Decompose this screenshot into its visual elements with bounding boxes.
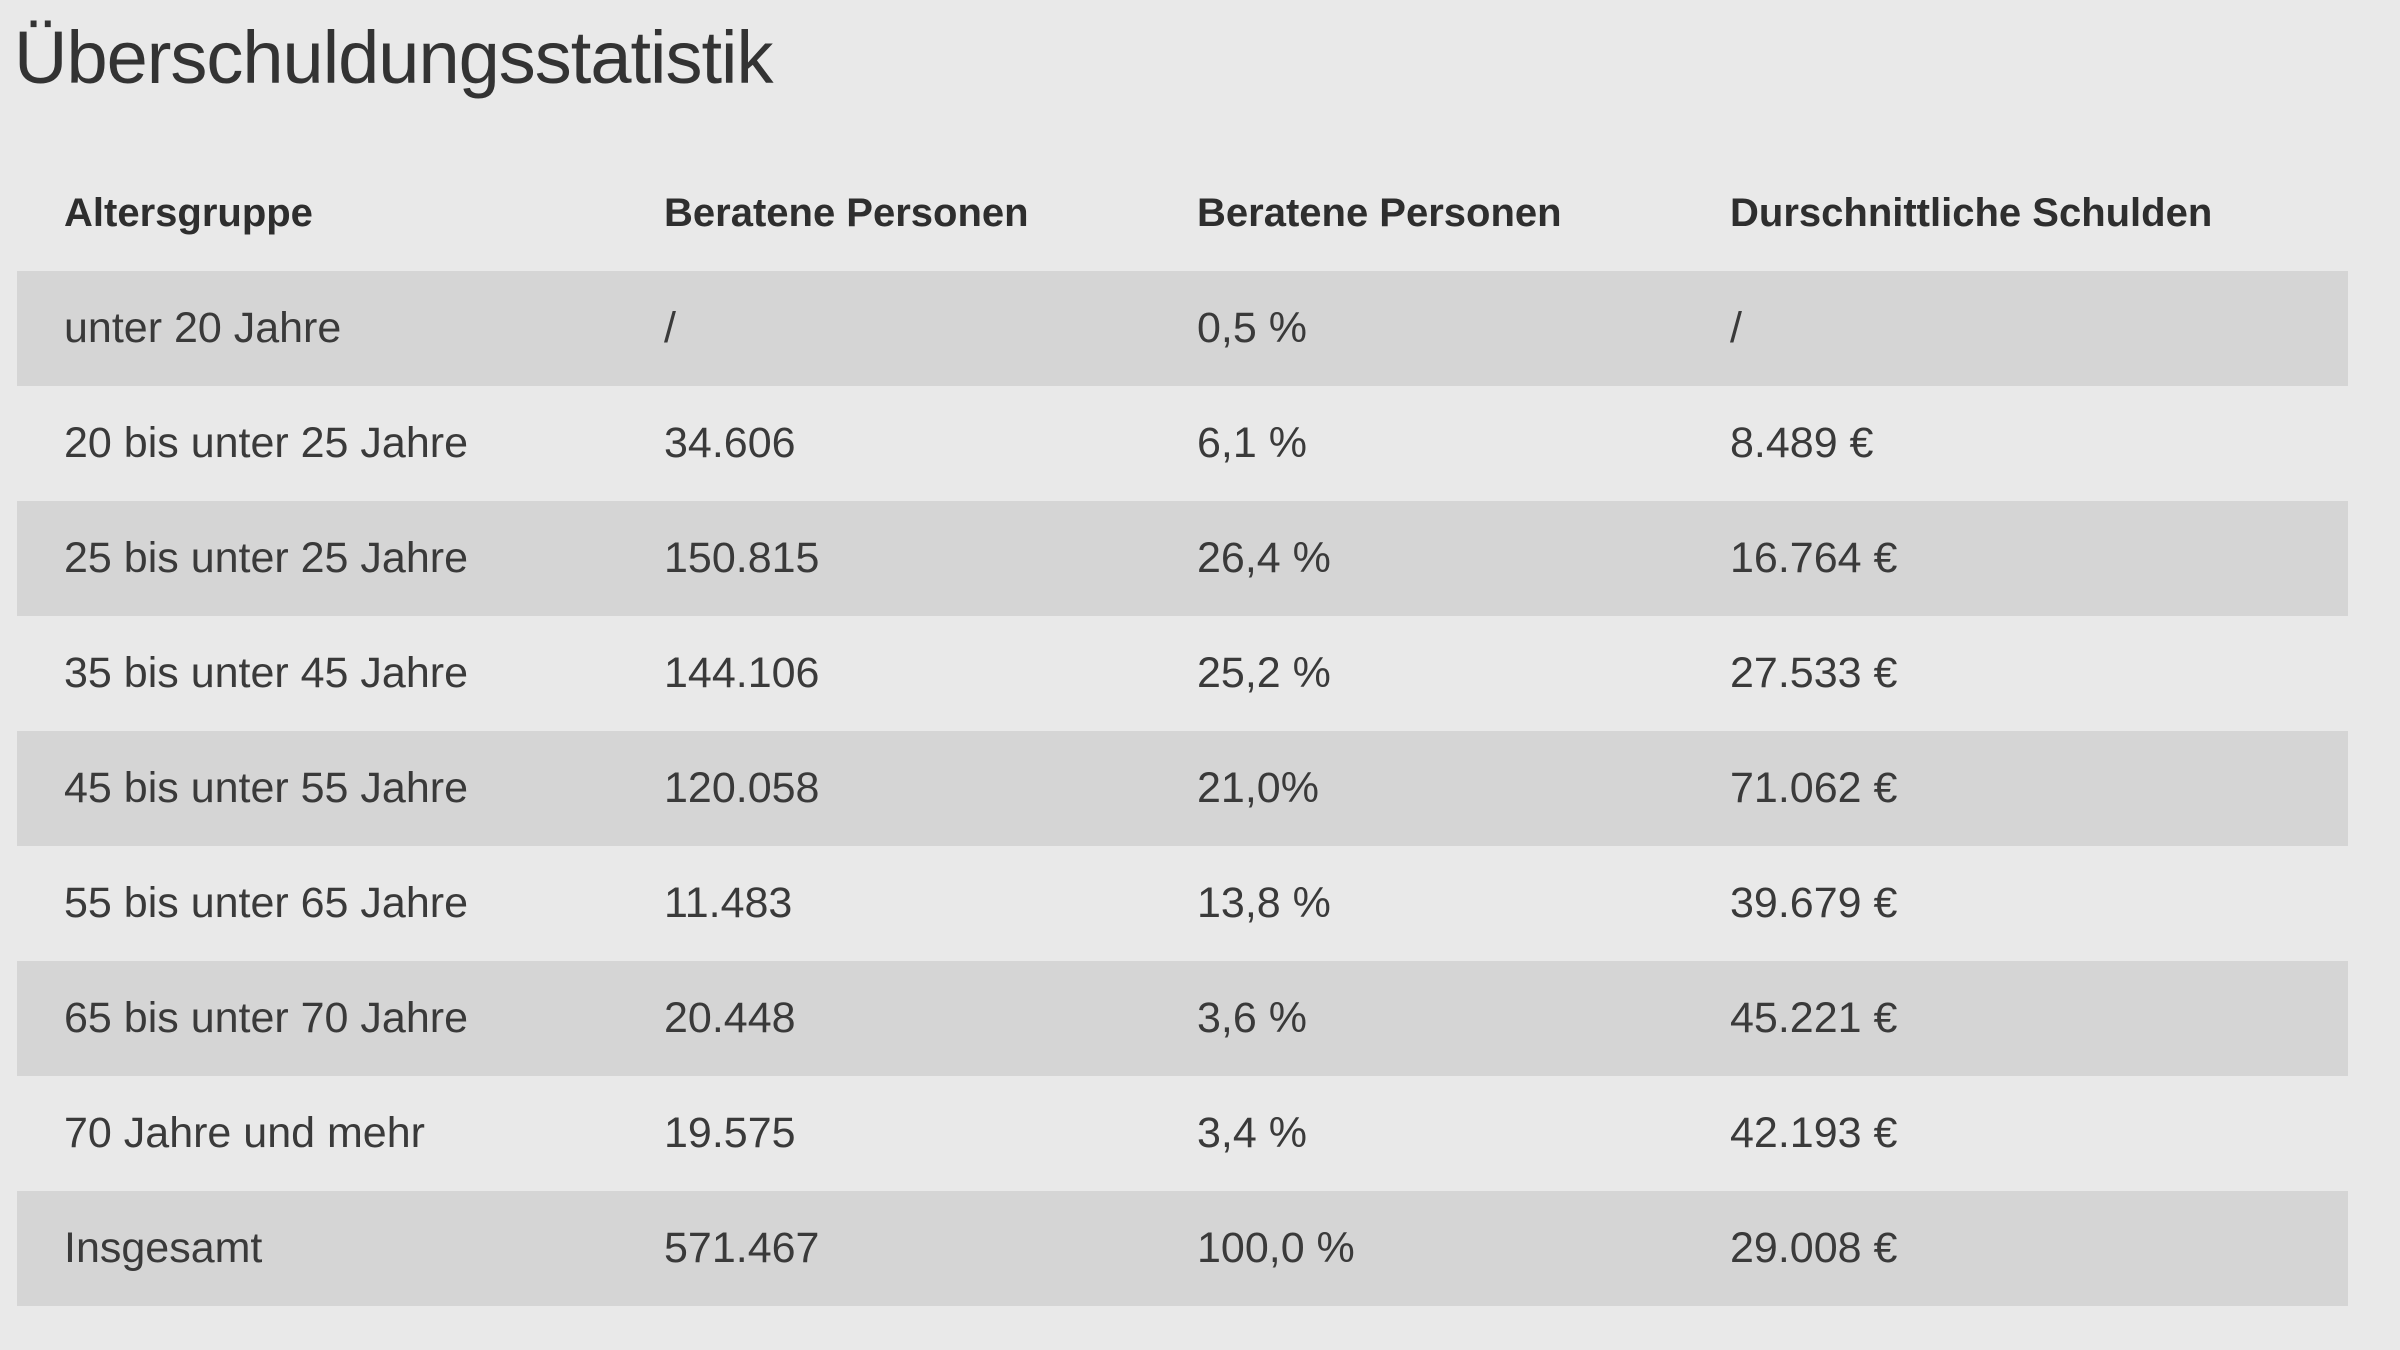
- cell-persons: 19.575: [617, 1076, 1150, 1191]
- header-counseled-persons-share: Beratene Personen: [1197, 190, 1562, 235]
- table-row: 65 bis unter 70 Jahre 20.448 3,6 % 45.22…: [17, 961, 2348, 1076]
- cell-share: 3,6 %: [1150, 961, 1683, 1076]
- cell-share: 25,2 %: [1150, 616, 1683, 731]
- cell-persons: 150.815: [617, 501, 1150, 616]
- cell-age-group: 20 bis unter 25 Jahre: [17, 386, 617, 501]
- header-age-group: Altersgruppe: [64, 190, 313, 235]
- table-row: 70 Jahre und mehr 19.575 3,4 % 42.193 €: [17, 1076, 2348, 1191]
- cell-share: 100,0 %: [1150, 1191, 1683, 1306]
- cell-share: 21,0%: [1150, 731, 1683, 846]
- table-row-total: Insgesamt 571.467 100,0 % 29.008 €: [17, 1191, 2348, 1306]
- cell-age-group: 25 bis unter 25 Jahre: [17, 501, 617, 616]
- header-average-debt: Durschnittliche Schulden: [1730, 190, 2213, 235]
- cell-average-debt: 27.533 €: [1683, 616, 2348, 731]
- cell-average-debt: 71.062 €: [1683, 731, 2348, 846]
- table-body: unter 20 Jahre / 0,5 % / 20 bis unter 25…: [17, 271, 2348, 1306]
- cell-age-group: 35 bis unter 45 Jahre: [17, 616, 617, 731]
- table-row: 25 bis unter 25 Jahre 150.815 26,4 % 16.…: [17, 501, 2348, 616]
- cell-age-group: 65 bis unter 70 Jahre: [17, 961, 617, 1076]
- cell-age-group: 45 bis unter 55 Jahre: [17, 731, 617, 846]
- table-row: 55 bis unter 65 Jahre 11.483 13,8 % 39.6…: [17, 846, 2348, 961]
- cell-average-debt: 39.679 €: [1683, 846, 2348, 961]
- header-row: Altersgruppe Beratene Personen Beratene …: [17, 155, 2348, 271]
- cell-persons: /: [617, 271, 1150, 386]
- cell-age-group: Insgesamt: [17, 1191, 617, 1306]
- cell-share: 26,4 %: [1150, 501, 1683, 616]
- cell-share: 3,4 %: [1150, 1076, 1683, 1191]
- cell-share: 6,1 %: [1150, 386, 1683, 501]
- header-counseled-persons: Beratene Personen: [664, 190, 1029, 235]
- cell-age-group: 55 bis unter 65 Jahre: [17, 846, 617, 961]
- cell-age-group: unter 20 Jahre: [17, 271, 617, 386]
- cell-average-debt: 45.221 €: [1683, 961, 2348, 1076]
- cell-share: 13,8 %: [1150, 846, 1683, 961]
- cell-average-debt: 42.193 €: [1683, 1076, 2348, 1191]
- cell-persons: 120.058: [617, 731, 1150, 846]
- table-row: 35 bis unter 45 Jahre 144.106 25,2 % 27.…: [17, 616, 2348, 731]
- page-title: Überschuldungsstatistik: [14, 16, 773, 99]
- cell-average-debt: /: [1683, 271, 2348, 386]
- cell-persons: 34.606: [617, 386, 1150, 501]
- statistics-table: Altersgruppe Beratene Personen Beratene …: [17, 155, 2348, 1306]
- table-row: 45 bis unter 55 Jahre 120.058 21,0% 71.0…: [17, 731, 2348, 846]
- cell-average-debt: 29.008 €: [1683, 1191, 2348, 1306]
- cell-persons: 20.448: [617, 961, 1150, 1076]
- cell-share: 0,5 %: [1150, 271, 1683, 386]
- cell-persons: 11.483: [617, 846, 1150, 961]
- cell-persons: 144.106: [617, 616, 1150, 731]
- cell-average-debt: 8.489 €: [1683, 386, 2348, 501]
- cell-age-group: 70 Jahre und mehr: [17, 1076, 617, 1191]
- table-row: unter 20 Jahre / 0,5 % /: [17, 271, 2348, 386]
- table-row: 20 bis unter 25 Jahre 34.606 6,1 % 8.489…: [17, 386, 2348, 501]
- cell-persons: 571.467: [617, 1191, 1150, 1306]
- cell-average-debt: 16.764 €: [1683, 501, 2348, 616]
- table-header: Altersgruppe Beratene Personen Beratene …: [17, 155, 2348, 271]
